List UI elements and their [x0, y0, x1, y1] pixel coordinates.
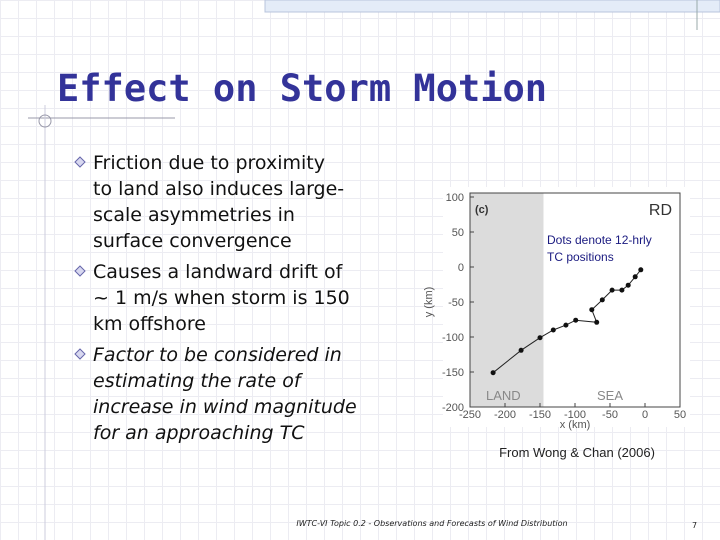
y-tick-label: -200 [442, 402, 464, 414]
annotation: TC positions [547, 250, 614, 264]
track-point [573, 317, 579, 323]
bullet-line: estimating the rate of [93, 370, 304, 392]
y-tick-label: -50 [448, 297, 464, 309]
bullet-icon [74, 265, 86, 277]
bullet-line: surface convergence [93, 230, 292, 252]
y-tick-label: 100 [446, 192, 464, 204]
track-point [518, 347, 524, 353]
x-tick-label: 0 [642, 409, 648, 421]
track-point [589, 307, 595, 313]
bullet-line: Friction due to proximity [93, 152, 325, 174]
y-tick-label: 50 [452, 227, 464, 239]
region-label: SEA [597, 388, 623, 403]
slide-title: Effect on Storm Motion [57, 67, 547, 110]
track-point [563, 322, 569, 328]
bullet-line: for an approaching TC [93, 422, 305, 444]
bullet-line: ~ 1 m/s when storm is 150 [93, 287, 350, 309]
x-tick-label: -50 [602, 409, 618, 421]
track-point [550, 327, 556, 333]
bullet-line: to land also induces large- [93, 178, 344, 200]
track-point [490, 370, 496, 376]
header-bar [264, 0, 720, 13]
x-axis-label: x (km) [560, 419, 591, 431]
x-tick-label: -250 [459, 409, 481, 421]
track-point [632, 274, 638, 280]
bullet-line: increase in wind magnitude [93, 396, 357, 418]
bullet-line: Factor to be considered in [93, 344, 342, 366]
x-tick-label: 50 [674, 409, 686, 421]
bullet-line: Causes a landward drift of [93, 261, 344, 283]
annotation: Dots denote 12-hrly [547, 233, 652, 247]
track-point [619, 287, 625, 293]
region-label: LAND [486, 388, 521, 403]
bullet-diamond [74, 348, 86, 360]
decor-circle [38, 114, 52, 128]
land-region [470, 193, 544, 407]
x-tick-label: -150 [529, 409, 551, 421]
case-label: RD [649, 202, 672, 219]
y-axis-label: y (km) [423, 287, 435, 318]
panel-label: (c) [475, 204, 489, 216]
figure-caption: From Wong & Chan (2006) [499, 445, 655, 460]
x-tick-label: -100 [564, 409, 586, 421]
bullet-diamond [74, 265, 86, 277]
y-tick-label: -100 [442, 332, 464, 344]
track-point [638, 267, 644, 273]
footer: IWTC-VI Topic 0.2 - Observations and For… [296, 519, 567, 528]
bullet-list: Friction due to proximity to land also in… [74, 152, 357, 444]
y-tick-label: -150 [442, 367, 464, 379]
bullet-icon [74, 156, 86, 168]
y-tick-label: 0 [458, 262, 464, 274]
track-point [599, 297, 605, 303]
bullet-icon [74, 348, 86, 360]
track-point [609, 287, 615, 293]
figure: -250 -200 -150 -100 -50 0 50-200-150-100-50050… [423, 187, 690, 431]
track-point [594, 319, 600, 325]
track-point [625, 282, 631, 288]
bullet-line: km offshore [93, 313, 206, 335]
page-number: 7 [692, 521, 697, 530]
track-point [537, 335, 543, 341]
bullet-diamond [74, 156, 86, 168]
x-tick-label: -200 [494, 409, 516, 421]
bullet-line: scale asymmetries in [93, 204, 295, 226]
